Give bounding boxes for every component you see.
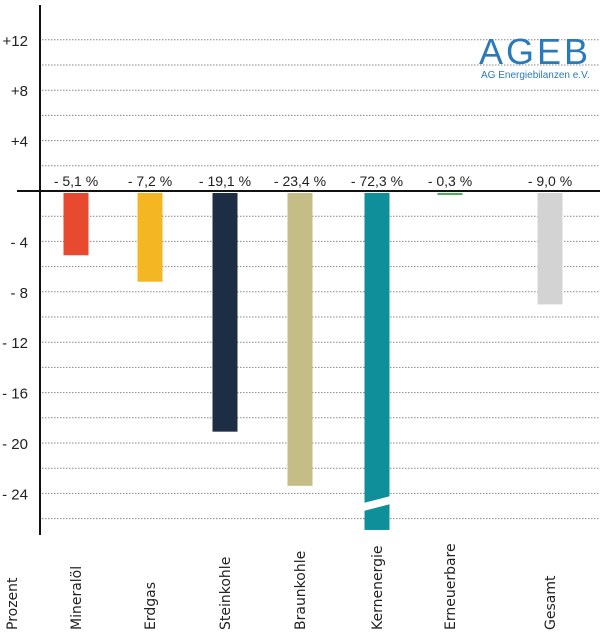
category-label: Gesamt [543, 575, 559, 630]
y-tick-label: - 12 [2, 335, 28, 352]
data-label: - 7,2 % [128, 173, 172, 189]
category-label: Kernenergie [370, 546, 386, 630]
bar-braunkohle [287, 193, 313, 486]
y-tick-label: - 24 [2, 486, 28, 503]
y-axis-label: Prozent [5, 577, 21, 630]
category-label: Erneuerbare [443, 543, 459, 630]
bar-gesamt [537, 193, 563, 305]
y-tick-label: +12 [3, 33, 28, 50]
y-tick-label: - 4 [10, 234, 28, 251]
category-label: Mineralöl [69, 566, 85, 630]
category-label: Erdgas [143, 582, 159, 630]
bar-kernenergie [364, 193, 390, 530]
bar-erdgas [137, 193, 163, 282]
data-label: - 23,4 % [274, 173, 326, 189]
data-labels: - 5,1 % - 7,2 % - 19,1 % - 23,4 % - 72,3 % - … [54, 173, 572, 189]
y-tick-label: - 8 [10, 285, 28, 302]
ageb-logo: AGEB AG Energiebilanzen e.V. [479, 31, 591, 81]
bars [63, 193, 563, 530]
data-label: - 5,1 % [54, 173, 98, 189]
y-tick-labels: +12 +8 +4 - 4 - 8 - 12 - 16 - 20 - 24 [2, 33, 28, 504]
data-label: - 0,3 % [428, 173, 472, 189]
bar-erneuerbare [437, 193, 463, 195]
data-label: - 19,1 % [199, 173, 251, 189]
y-tick-label: - 16 [2, 386, 28, 403]
axis-break-mark [363, 496, 391, 511]
category-label: Braunkohle [293, 551, 309, 630]
data-label: - 9,0 % [528, 173, 572, 189]
category-label: Steinkohle [218, 557, 234, 630]
data-label: - 72,3 % [351, 173, 403, 189]
y-tick-label: +8 [11, 83, 28, 100]
y-tick-label: - 20 [2, 436, 28, 453]
logo-text: AGEB [479, 31, 591, 72]
gridlines [42, 39, 600, 520]
category-labels: Mineralöl Erdgas Steinkohle Braunkohle Kerne… [69, 543, 559, 630]
bar-steinkohle [212, 193, 238, 432]
logo-subtitle: AG Energiebilanzen e.V. [481, 70, 590, 81]
bar-mineralöl [63, 193, 89, 256]
y-tick-label: +4 [11, 134, 28, 151]
